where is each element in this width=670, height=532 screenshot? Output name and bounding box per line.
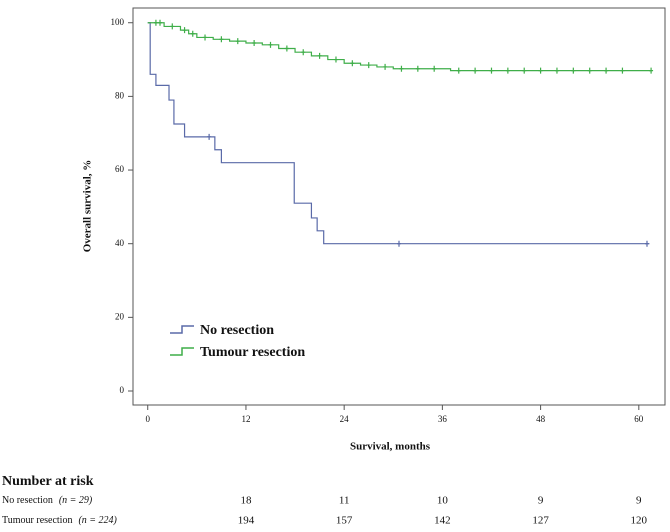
risk-title: Number at risk <box>2 474 94 489</box>
censor-mark <box>170 23 175 30</box>
censor-mark <box>203 34 208 41</box>
censor-mark <box>649 67 654 74</box>
risk-count: 142 <box>434 515 451 527</box>
censor-mark <box>158 19 163 26</box>
risk-row-name: No resection <box>2 495 53 506</box>
risk-row-n: (n = 224) <box>78 515 117 526</box>
censor-mark <box>317 52 322 59</box>
y-tick-label: 0 <box>120 385 125 395</box>
plot-frame <box>132 7 666 406</box>
censor-mark <box>432 65 437 72</box>
censor-mark <box>235 38 240 45</box>
censor-mark <box>153 19 158 26</box>
risk-count: 9 <box>538 495 544 507</box>
risk-row-label: No resection (n = 29) <box>2 495 93 506</box>
censor-mark <box>284 45 289 52</box>
risk-count: 157 <box>336 515 353 527</box>
survival-line <box>147 22 652 72</box>
censor-mark <box>366 62 371 69</box>
risk-count: 194 <box>238 515 255 527</box>
risk-count: 127 <box>532 515 549 527</box>
x-tick-label: 60 <box>634 414 644 424</box>
risk-row-name: Tumour resection <box>2 515 72 526</box>
x-tick-label: 48 <box>536 414 546 424</box>
censor-mark <box>415 65 420 72</box>
censor-mark <box>456 67 461 74</box>
censor-mark <box>620 67 625 74</box>
survival-line <box>147 22 650 245</box>
censor-mark <box>571 67 576 74</box>
risk-count: 11 <box>339 495 350 507</box>
x-tick-label: 12 <box>241 414 250 424</box>
censor-mark <box>301 49 306 56</box>
censor-mark <box>397 240 401 247</box>
x-tick-label: 24 <box>340 414 350 424</box>
censor-mark <box>207 133 212 140</box>
x-axis-label: Survival, months <box>350 441 431 453</box>
x-tick-label: 36 <box>438 414 448 424</box>
censor-mark <box>587 67 592 74</box>
censor-mark <box>644 240 649 247</box>
censor-mark <box>554 67 559 74</box>
legend-label: No resection <box>200 323 274 338</box>
censor-mark <box>333 56 338 63</box>
y-tick-label: 20 <box>115 311 125 321</box>
y-axis-label: Overall survival, % <box>82 160 94 253</box>
risk-row-n: (n = 29) <box>59 495 93 506</box>
censor-mark <box>522 67 527 74</box>
legend-swatch <box>170 325 194 334</box>
x-tick-label: 0 <box>145 414 150 424</box>
legend-swatch <box>170 347 194 356</box>
censor-mark <box>252 39 257 46</box>
y-tick-label: 80 <box>115 90 125 100</box>
legend-label: Tumour resection <box>200 345 305 360</box>
risk-count: 10 <box>437 495 449 507</box>
censor-mark <box>604 67 609 74</box>
censor-mark <box>383 63 388 70</box>
risk-count: 120 <box>631 515 648 527</box>
censor-mark <box>399 65 404 72</box>
censor-mark <box>182 27 187 34</box>
censor-mark <box>538 67 543 74</box>
censor-mark <box>489 67 494 74</box>
risk-count: 9 <box>636 495 642 507</box>
censor-mark <box>219 36 224 43</box>
risk-count: 18 <box>240 495 252 507</box>
censor-mark <box>505 67 510 74</box>
risk-row-label: Tumour resection (n = 224) <box>2 515 118 526</box>
y-tick-label: 100 <box>111 17 125 27</box>
y-tick-label: 40 <box>115 238 125 248</box>
censor-mark <box>268 41 273 48</box>
y-tick-label: 60 <box>115 164 125 174</box>
censor-mark <box>473 67 478 74</box>
censor-mark <box>350 60 355 67</box>
censor-mark <box>190 30 195 37</box>
